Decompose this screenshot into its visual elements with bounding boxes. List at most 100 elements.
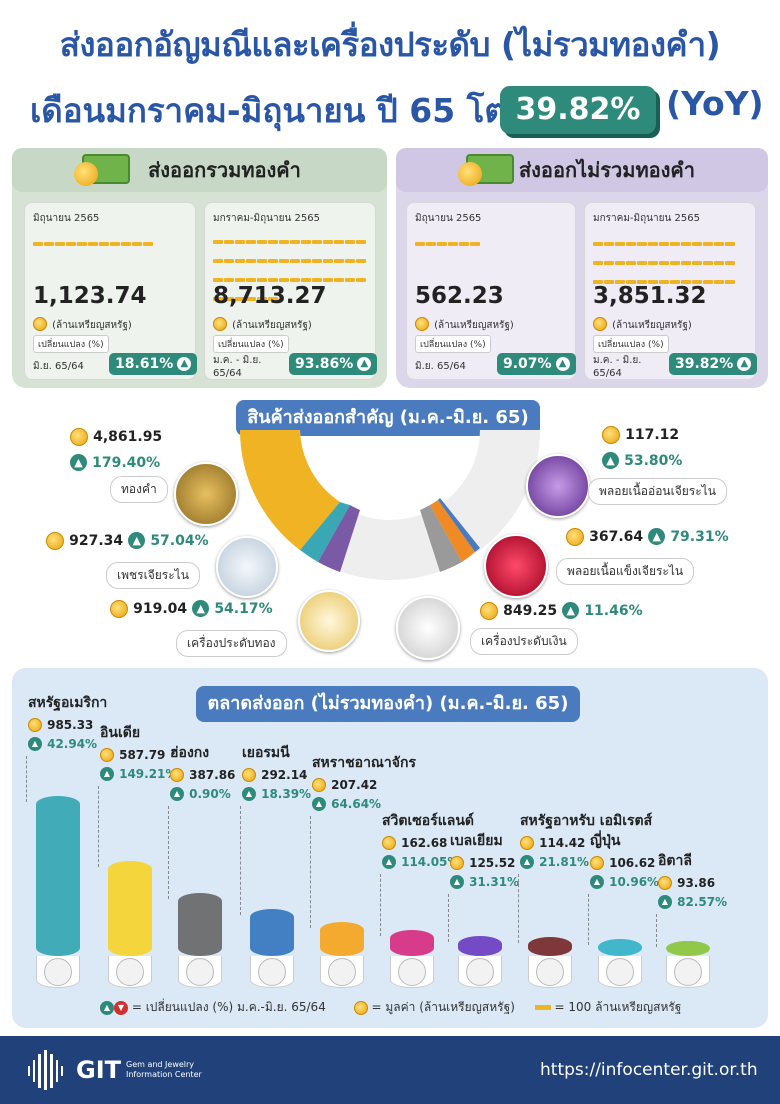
products-title: สินค้าส่งออกสำคัญ (ม.ค.-มิ.ย. 65)	[236, 400, 540, 436]
compare-label: ม.ค. - มิ.ย. 65/64	[593, 355, 642, 379]
arrow-up-icon: ▲	[562, 602, 580, 619]
coin-icon	[28, 717, 42, 732]
unit-bar	[681, 242, 691, 246]
product-label: พลอยเนื้ออ่อนเจียระไน	[588, 478, 727, 505]
unit-bar	[132, 242, 142, 246]
unit-bar	[345, 259, 355, 263]
market-value: 125.52	[469, 856, 516, 870]
unit-bar	[257, 278, 267, 282]
change-label: เปลี่ยนแปลง (%)	[415, 335, 491, 353]
unit-bar	[725, 280, 735, 284]
unit-bar	[470, 242, 480, 246]
unit-bar	[681, 261, 691, 265]
donut-diamond	[300, 502, 350, 562]
compare-label: ม.ค. - มิ.ย. 65/64	[213, 355, 262, 379]
website-link[interactable]: https://infocenter.git.or.th	[540, 1060, 758, 1080]
unit-bar	[703, 242, 713, 246]
change-badge: 93.86% ▲	[289, 353, 378, 375]
unit-bar	[659, 261, 669, 265]
unit-bar	[615, 261, 625, 265]
unit-bar	[692, 280, 702, 284]
country-name: อินเดีย	[100, 725, 141, 741]
leader-line	[448, 894, 449, 942]
product-label: เครื่องประดับเงิน	[470, 628, 578, 655]
change-badge: 39.82% ▲	[669, 353, 758, 375]
leader-line	[98, 786, 99, 867]
country-flag-icon	[44, 958, 72, 986]
market-label: เบลเยียม 125.52 ▲ 31.31%	[450, 830, 600, 890]
coin-icon	[382, 835, 396, 850]
unit-bar	[323, 259, 333, 263]
arrow-up-icon: ▲	[170, 786, 184, 801]
brand-sub1: Gem and Jewelry	[126, 1060, 195, 1069]
leader-line	[240, 806, 241, 915]
product-label: เครื่องประดับทอง	[176, 630, 287, 657]
unit-bar	[213, 297, 223, 301]
without-gold-header: ส่งออกไม่รวมทองคำ	[396, 148, 768, 192]
unit-bar	[33, 242, 43, 246]
market-value: 292.14	[261, 768, 308, 782]
stat-card-jun-with-gold: มิถุนายน 2565 1,123.74 (ล้านเหรียญสหรัฐ)…	[24, 202, 198, 380]
unit-bar	[55, 242, 65, 246]
coin-icon	[242, 767, 256, 782]
unit-bar	[312, 259, 322, 263]
unit-bar	[88, 242, 98, 246]
unit-bar	[224, 297, 234, 301]
arrow-up-icon: ▲	[382, 854, 396, 869]
unit-bar	[246, 259, 256, 263]
unit-bar	[692, 242, 702, 246]
leader-line	[26, 756, 27, 802]
brand-name: GIT	[76, 1056, 121, 1084]
arrow-up-icon: ▲	[590, 874, 604, 889]
country-flag-icon	[674, 958, 702, 986]
legend: ▲ ▼ = เปลี่ยนแปลง (%) ม.ค.-มิ.ย. 65/64 = …	[100, 998, 700, 1017]
unit-bar	[99, 242, 109, 246]
country-name: อิตาลี	[658, 853, 692, 869]
unit-bar	[301, 259, 311, 263]
change-label: เปลี่ยนแปลง (%)	[33, 335, 109, 353]
unit-bar	[235, 240, 245, 244]
arrow-up-icon: ▲	[357, 357, 372, 371]
unit-bar	[670, 280, 680, 284]
unit-bar	[648, 261, 658, 265]
arrow-up-icon: ▲	[177, 357, 192, 371]
market-label: สวิตเซอร์แลนด์ 162.68 ▲ 114.05%	[382, 810, 532, 870]
country-flag-icon	[398, 958, 426, 986]
unit-bar	[44, 242, 54, 246]
market-change: 0.90%	[189, 787, 231, 801]
unit-bar	[312, 278, 322, 282]
market-bar	[250, 908, 294, 956]
card-period: มกราคม-มิถุนายน 2565	[593, 213, 700, 224]
unit-bar	[345, 240, 355, 244]
coin-icon	[590, 855, 604, 870]
page-subtitle: เดือนมกราคม-มิถุนายน ปี 65 โต	[30, 91, 506, 130]
market-value: 587.79	[119, 748, 166, 762]
product-label: เพชรเจียระไน	[106, 562, 200, 589]
unit-bar	[224, 278, 234, 282]
country-name: เบลเยียม	[450, 833, 503, 849]
coin-icon	[33, 316, 47, 331]
leader-line	[168, 806, 169, 900]
unit-bar	[246, 278, 256, 282]
unit-bar	[714, 261, 724, 265]
market-change: 10.96%	[609, 875, 660, 889]
change-badge: 9.07% ▲	[497, 353, 576, 375]
arrow-up-icon: ▲	[100, 766, 114, 781]
change-label: เปลี่ยนแปลง (%)	[213, 335, 289, 353]
unit-bar	[604, 261, 614, 265]
coin-icon	[353, 1000, 368, 1015]
country-flag-icon	[606, 958, 634, 986]
unit-bar	[213, 240, 223, 244]
unit-bar	[637, 242, 647, 246]
unit-bar	[615, 280, 625, 284]
market-label: ญี่ปุ่น 106.62 ▲ 10.96%	[590, 830, 740, 890]
arrow-up-icon: ▲	[28, 736, 42, 751]
arrow-down-icon: ▼	[114, 1000, 128, 1015]
unit-bar	[323, 240, 333, 244]
unit-bar	[356, 240, 366, 244]
unit-bar	[648, 242, 658, 246]
unit-bar	[714, 280, 724, 284]
unit-bar	[659, 280, 669, 284]
product-diamond: 927.34 ▲ 57.04% เพชรเจียระไน	[46, 530, 278, 598]
unit-bar	[648, 280, 658, 284]
